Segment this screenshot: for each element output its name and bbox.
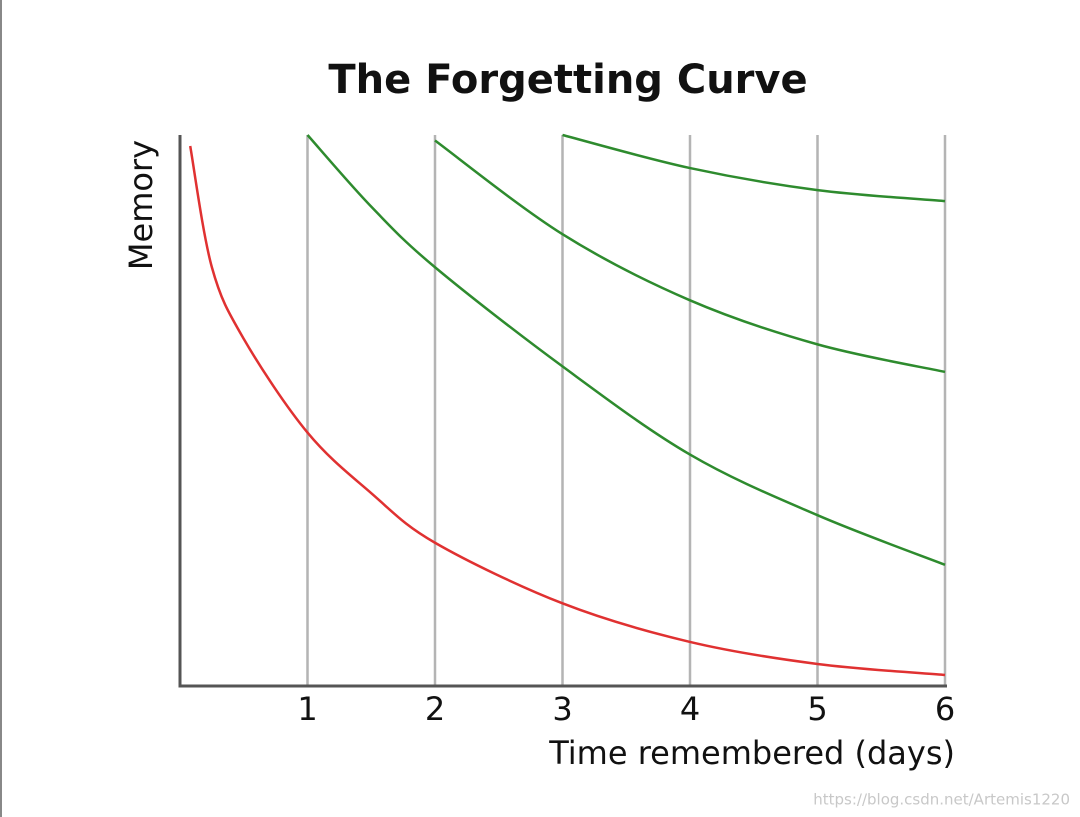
- x-tick-label: 6: [935, 690, 955, 728]
- chart-title: The Forgetting Curve: [328, 57, 807, 103]
- curve: [562, 133, 946, 203]
- x-tick-label: 3: [552, 690, 572, 728]
- curve: [188, 145, 946, 677]
- x-tick-label: 2: [425, 690, 445, 728]
- curve: [434, 139, 946, 374]
- x-tick-label: 4: [680, 690, 700, 728]
- watermark: https://blog.csdn.net/Artemis1220: [813, 791, 1070, 809]
- x-axis-label: Time remembered (days): [548, 734, 955, 772]
- y-axis-label: Memory: [122, 140, 160, 270]
- curve: [306, 134, 946, 566]
- x-tick-label: 1: [297, 690, 317, 728]
- x-tick-label: 5: [807, 690, 827, 728]
